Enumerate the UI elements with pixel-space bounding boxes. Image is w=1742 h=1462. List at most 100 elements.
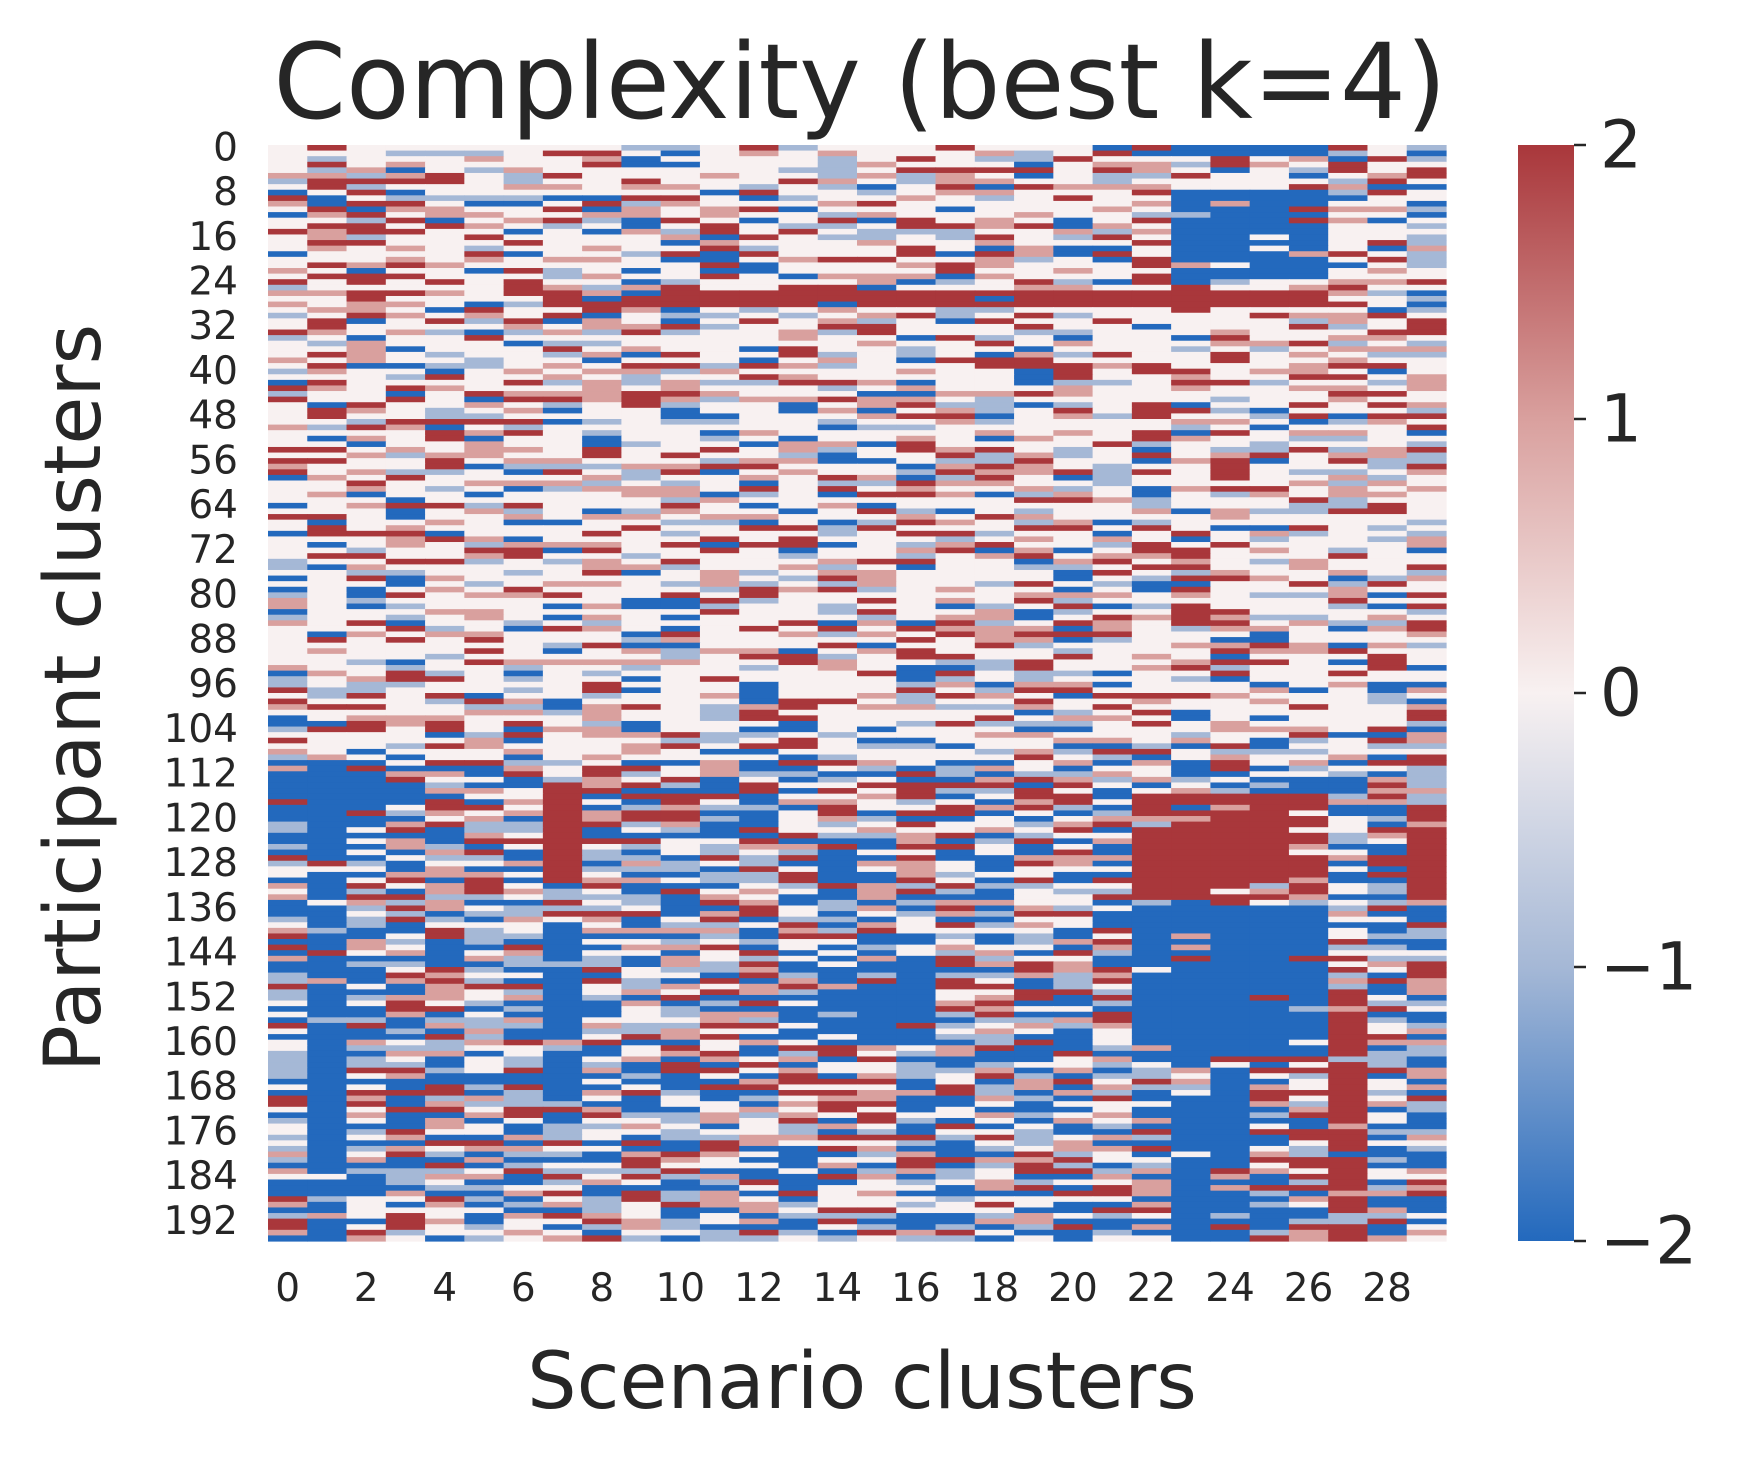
- heatmap-cell: [1367, 888, 1408, 895]
- heatmap-cell: [307, 323, 348, 331]
- heatmap-cell: [346, 799, 387, 806]
- heatmap-cell: [385, 178, 426, 185]
- heatmap-cell: [935, 799, 976, 806]
- heatmap-cell: [582, 413, 622, 420]
- heatmap-cell: [464, 933, 505, 940]
- heatmap-cell: [699, 200, 740, 208]
- heatmap-cell: [503, 1028, 544, 1035]
- heatmap-cell: [268, 788, 308, 795]
- heatmap-cell: [1053, 748, 1094, 756]
- heatmap-cell: [1210, 295, 1251, 303]
- heatmap-cell: [385, 279, 426, 286]
- heatmap-cell: [425, 1000, 465, 1007]
- heatmap-cell: [1210, 368, 1251, 375]
- heatmap-cell: [935, 597, 976, 605]
- heatmap-cell: [817, 396, 858, 403]
- heatmap-cell: [346, 955, 387, 963]
- heatmap-cell: [778, 491, 819, 498]
- heatmap-cell: [307, 273, 348, 280]
- heatmap-cell: [699, 452, 740, 459]
- heatmap-cell: [268, 262, 308, 269]
- heatmap-cell: [346, 603, 387, 610]
- heatmap-cell: [1367, 637, 1408, 644]
- heatmap-cell: [542, 625, 583, 633]
- heatmap-cell: [542, 754, 583, 761]
- heatmap-cell: [1288, 469, 1329, 476]
- heatmap-cell: [425, 262, 465, 269]
- heatmap-cell: [582, 346, 622, 353]
- heatmap-cell: [1171, 726, 1211, 733]
- heatmap-cell: [1092, 754, 1133, 761]
- heatmap-cell: [778, 223, 819, 230]
- heatmap-cell: [935, 860, 976, 867]
- heatmap-cell: [817, 301, 858, 308]
- heatmap-cell: [660, 1062, 701, 1069]
- heatmap-cell: [307, 1067, 348, 1074]
- heatmap-cell: [1131, 357, 1172, 364]
- heatmap-cell: [1367, 838, 1408, 845]
- heatmap-cell: [1171, 816, 1211, 823]
- heatmap-cell: [935, 726, 976, 733]
- heatmap-cell: [582, 446, 622, 454]
- heatmap-cell: [660, 167, 701, 174]
- heatmap-cell: [1288, 491, 1329, 498]
- heatmap-cell: [896, 1062, 937, 1069]
- heatmap-cell: [935, 743, 976, 750]
- heatmap-cell: [935, 558, 976, 565]
- heatmap-cell: [1288, 329, 1329, 336]
- heatmap-cell: [1131, 793, 1172, 800]
- heatmap-cell: [621, 670, 662, 677]
- heatmap-cell: [778, 251, 819, 258]
- heatmap-cell: [503, 430, 544, 437]
- heatmap-cell: [307, 1028, 348, 1035]
- heatmap-cell: [425, 737, 465, 744]
- heatmap-cell: [1367, 832, 1408, 839]
- heatmap-cell: [1210, 586, 1251, 593]
- heatmap-cell: [974, 804, 1015, 812]
- heatmap-cell: [817, 972, 858, 979]
- heatmap-cell: [1053, 178, 1094, 185]
- heatmap-cell: [346, 178, 387, 185]
- heatmap-cell: [1406, 189, 1447, 196]
- heatmap-cell: [307, 558, 348, 565]
- heatmap-cell: [621, 754, 662, 761]
- heatmap-cell: [935, 363, 976, 370]
- heatmap-cell: [464, 1006, 505, 1013]
- heatmap-cell: [1171, 983, 1211, 990]
- heatmap-cell: [974, 603, 1015, 610]
- heatmap-cell: [896, 983, 937, 990]
- heatmap-cell: [307, 318, 348, 325]
- heatmap-cell: [268, 536, 308, 543]
- heatmap-cell: [857, 754, 897, 761]
- heatmap-cell: [425, 195, 465, 202]
- heatmap-cell: [857, 145, 897, 152]
- heatmap-cell: [1014, 983, 1054, 990]
- heatmap-cell: [385, 939, 426, 946]
- heatmap-cell: [1328, 290, 1369, 297]
- heatmap-cell: [1053, 1062, 1094, 1069]
- heatmap-cell: [621, 452, 662, 459]
- heatmap-cell: [582, 648, 622, 655]
- heatmap-cell: [1288, 402, 1329, 409]
- heatmap-cell: [778, 178, 819, 185]
- heatmap-cell: [1131, 279, 1172, 286]
- heatmap-cell: [857, 715, 897, 722]
- heatmap-cell: [1131, 273, 1172, 280]
- heatmap-cell: [1171, 832, 1211, 839]
- heatmap-cell: [582, 1073, 622, 1080]
- heatmap-cell: [1092, 564, 1133, 571]
- heatmap-cell: [503, 497, 544, 504]
- heatmap-cell: [660, 994, 701, 1002]
- heatmap-cell: [699, 832, 740, 839]
- heatmap-cell: [1406, 435, 1447, 442]
- heatmap-cell: [1171, 379, 1211, 387]
- heatmap-cell: [1288, 782, 1329, 789]
- heatmap-cell: [1406, 525, 1447, 532]
- heatmap-cell: [699, 687, 740, 694]
- heatmap-cell: [307, 978, 348, 985]
- heatmap-cell: [660, 1017, 701, 1024]
- heatmap-cell: [1249, 363, 1290, 370]
- heatmap-cell: [582, 396, 622, 403]
- heatmap-cell: [817, 346, 858, 353]
- heatmap-cell: [660, 553, 701, 560]
